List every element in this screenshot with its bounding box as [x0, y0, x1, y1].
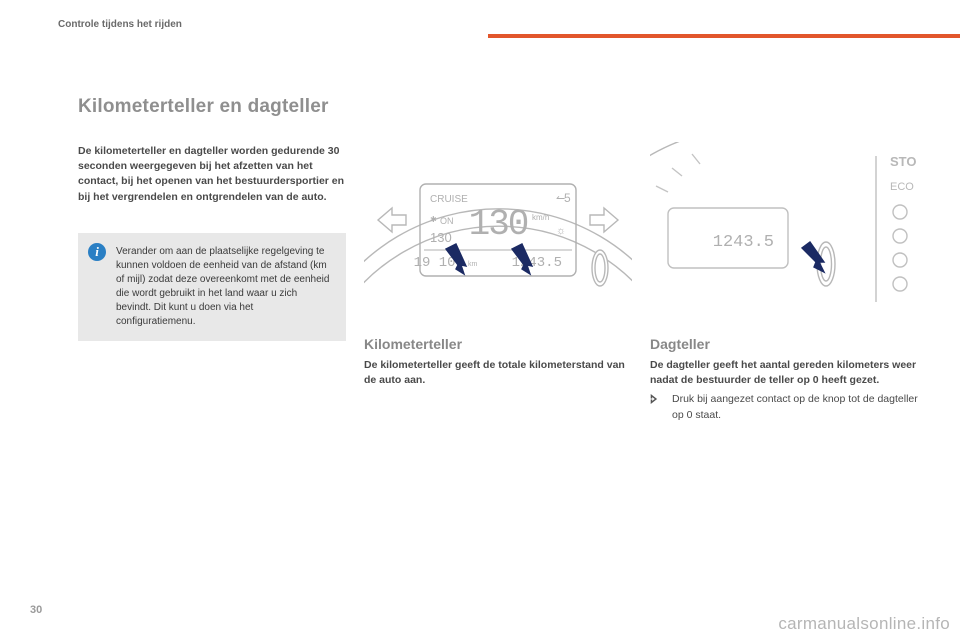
info-box-text: Verander om aan de plaatselijke regelgev… [116, 245, 334, 329]
info-box: i Verander om aan de plaatselijke regelg… [78, 233, 346, 341]
spacer [364, 96, 632, 142]
stop-label: STO [890, 154, 917, 169]
spacer [650, 96, 918, 142]
cruise-label: CRUISE [430, 194, 468, 205]
tripmeter-bullet-text: Druk bij aangezet contact op de knop tot… [672, 392, 918, 422]
eco-label: ECO [890, 181, 914, 193]
page-title: Kilometerteller en dagteller [78, 96, 346, 118]
cruise-set: 130 [430, 230, 452, 245]
trip-value: 1243.5 [713, 233, 774, 252]
odo-unit: km [468, 261, 478, 268]
odometer-text: De kilometerteller geeft de totale kilom… [364, 358, 632, 388]
bullet-icon: 🢖 [650, 392, 662, 422]
svg-text:✱: ✱ [430, 215, 437, 224]
illustration-odometer: CRUISE ✱ ON 130 130 km/h ↼ 5 ☼ [364, 142, 632, 322]
watermark: carmanualsonline.info [778, 614, 950, 634]
content-area: Kilometerteller en dagteller De kilomete… [78, 96, 930, 423]
cruise-on: ON [440, 216, 454, 226]
tripmeter-heading: Dagteller [650, 336, 918, 352]
section-label: Controle tijdens het rijden [58, 19, 182, 38]
tripmeter-text: De dagteller geeft het aantal gereden ki… [650, 358, 918, 388]
accent-bar [488, 34, 960, 38]
svg-text:☼: ☼ [556, 225, 566, 237]
info-icon: i [88, 243, 106, 261]
column-odometer: CRUISE ✱ ON 130 130 km/h ↼ 5 ☼ [364, 96, 632, 423]
odometer-heading: Kilometerteller [364, 336, 632, 352]
page: Controle tijdens het rijden Kilometertel… [0, 0, 960, 640]
tripmeter-bullet: 🢖 Druk bij aangezet contact op de knop t… [650, 392, 918, 422]
outside-temp: 5 [564, 191, 571, 205]
illustration-tripmeter: 1243.5 STO ECO [650, 142, 918, 322]
page-header: Controle tijdens het rijden [0, 0, 960, 38]
column-tripmeter: 1243.5 STO ECO [650, 96, 918, 423]
speed-value: 130 [469, 204, 528, 245]
intro-paragraph: De kilometerteller en dagteller worden g… [78, 144, 346, 205]
column-intro: Kilometerteller en dagteller De kilomete… [78, 96, 346, 423]
speed-unit: km/h [532, 213, 549, 222]
page-number: 30 [30, 604, 42, 616]
